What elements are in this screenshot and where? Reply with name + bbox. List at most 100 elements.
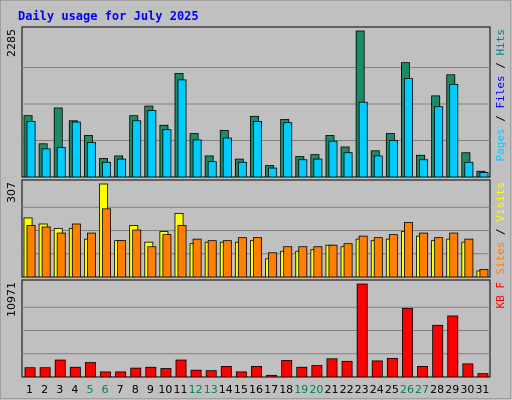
legend-entry: Hits	[494, 29, 507, 56]
bar-sites-day-5	[86, 232, 96, 278]
bar-pages-day-2	[41, 148, 51, 178]
legend-entry: /	[494, 56, 507, 76]
bar-pages-day-22	[343, 152, 353, 178]
bar-kb-f-day-29	[447, 315, 459, 378]
bar-kb-f-day-23	[356, 283, 368, 378]
bar-sites-day-12	[192, 238, 202, 278]
x-tick-label-day-31: 31	[475, 383, 489, 396]
chart-title: Daily usage for July 2025	[18, 9, 199, 23]
bar-pages-day-17	[268, 167, 278, 178]
bar-pages-day-24	[373, 155, 383, 178]
bar-kb-f-day-6	[100, 371, 111, 378]
x-tick-label-day-2: 2	[41, 383, 48, 396]
bar-sites-day-31	[479, 269, 489, 278]
legend-entry: /	[494, 109, 507, 129]
bar-kb-f-day-4	[69, 366, 81, 378]
bar-sites-day-8	[132, 229, 142, 278]
bar-pages-day-25	[388, 140, 398, 178]
legend-entry: KB F	[494, 282, 507, 309]
x-tick-label-day-13: 13	[204, 383, 218, 396]
bar-sites-day-13	[207, 240, 217, 278]
bar-kb-f-day-27	[417, 365, 429, 378]
panel-hits: 2285 Pages / Files / Hits	[5, 26, 507, 178]
x-tick-label-day-5: 5	[86, 383, 93, 396]
x-tick-label-day-28: 28	[430, 383, 444, 396]
bar-kb-f-day-24	[371, 360, 383, 378]
x-tick-label-day-29: 29	[445, 383, 459, 396]
bar-pages-day-9	[147, 110, 157, 178]
legend-entry: Sites	[494, 242, 507, 275]
bar-pages-day-5	[86, 142, 96, 178]
bar-sites-day-10	[162, 234, 172, 278]
bar-kb-f-day-16	[251, 365, 262, 378]
x-tick-label-day-14: 14	[219, 383, 233, 396]
x-tick-label-day-9: 9	[147, 383, 154, 396]
panel-max-label: 10971	[5, 282, 18, 317]
bar-kb-f-day-19	[296, 366, 308, 378]
bar-kb-f-day-12	[190, 369, 202, 378]
bar-pages-day-28	[434, 106, 444, 178]
bar-kb-f-day-9	[145, 366, 157, 378]
bar-kb-f-day-10	[160, 368, 172, 378]
x-tick-label-day-12: 12	[189, 383, 203, 396]
bar-sites-day-14	[222, 240, 232, 278]
bar-kb-f-day-31	[477, 373, 489, 378]
legend-entry: Pages	[494, 128, 507, 161]
x-tick-label-day-19: 19	[294, 383, 308, 396]
bar-pages-day-14	[222, 137, 232, 178]
bar-sites-day-2	[41, 226, 51, 278]
bar-sites-day-6	[102, 208, 111, 278]
bar-pages-day-18	[283, 122, 293, 178]
x-tick-label-day-18: 18	[279, 383, 293, 396]
bar-kb-f-day-26	[402, 307, 413, 378]
bar-sites-day-27	[419, 232, 429, 278]
bar-pages-day-23	[358, 101, 368, 178]
bar-sites-day-24	[373, 237, 383, 278]
bar-sites-day-4	[71, 223, 81, 278]
chart-panels: 2285 Pages / Files / Hits 307 Sites / Visit…	[5, 26, 507, 378]
x-tick-label-day-22: 22	[340, 383, 354, 396]
bar-sites-day-23	[358, 235, 368, 278]
legend-entry: Visits	[494, 182, 507, 222]
bar-kb-f-day-21	[326, 358, 338, 378]
bar-sites-day-19	[298, 246, 308, 278]
bar-pages-day-26	[404, 78, 413, 178]
bar-sites-day-28	[434, 237, 444, 278]
panel-legend: Sites / Visits	[494, 182, 507, 275]
bar-sites-day-15	[237, 237, 247, 278]
bar-kb-f-day-28	[432, 324, 444, 378]
bar-kb-f-day-8	[130, 367, 142, 378]
bar-sites-day-16	[253, 237, 262, 278]
bar-kb-f-day-22	[341, 360, 353, 378]
legend-entry: /	[494, 222, 507, 242]
bar-sites-day-25	[388, 234, 398, 278]
bar-pages-day-11	[177, 79, 187, 178]
bar-pages-day-20	[313, 158, 323, 178]
bar-kb-f-day-15	[235, 371, 247, 378]
bar-pages-day-30	[464, 161, 474, 178]
bar-sites-day-21	[328, 244, 338, 278]
x-tick-label-day-11: 11	[174, 383, 188, 396]
bar-sites-day-22	[343, 243, 353, 278]
panel-visits: 307 Sites / Visits	[5, 179, 507, 278]
bar-kb-f-day-11	[175, 359, 187, 378]
x-tick-label-day-23: 23	[355, 383, 369, 396]
x-tick-label-day-27: 27	[415, 383, 429, 396]
panel-bars	[23, 183, 489, 278]
bar-kb-f-day-2	[39, 367, 51, 378]
bar-kb-f-day-25	[386, 357, 398, 378]
x-tick-label-day-1: 1	[26, 383, 33, 396]
bar-pages-day-7	[117, 158, 127, 178]
bar-kb-f-day-5	[84, 362, 96, 378]
bar-pages-day-29	[449, 83, 459, 178]
bar-pages-day-12	[192, 139, 202, 178]
bar-sites-day-11	[177, 225, 187, 278]
bar-kb-f-day-20	[311, 365, 323, 378]
bar-kb-f-day-17	[266, 374, 278, 378]
bar-sites-day-17	[268, 252, 278, 278]
bar-pages-day-3	[56, 147, 66, 178]
bar-sites-day-30	[464, 238, 474, 278]
legend-entry: Files	[494, 75, 507, 108]
